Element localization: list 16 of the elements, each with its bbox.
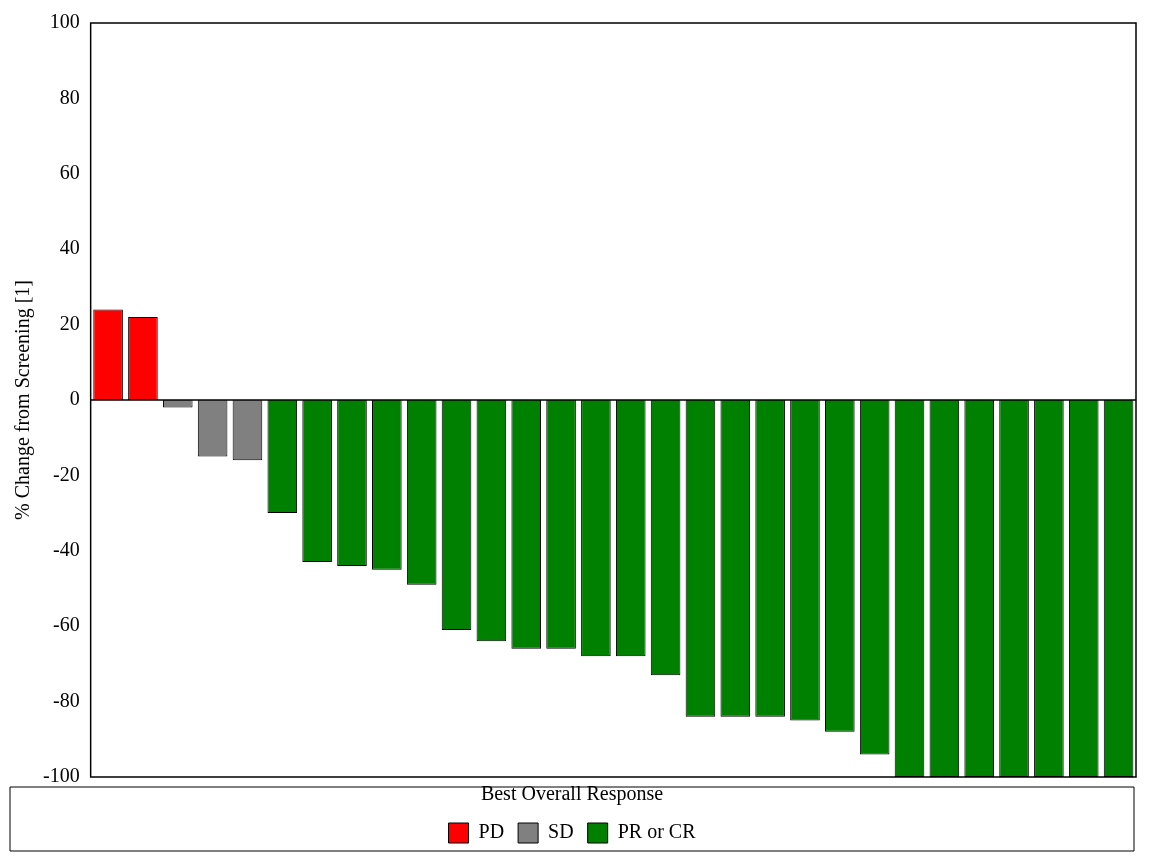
- y-tick-label: -100: [42, 764, 80, 787]
- y-axis-title: % Change from Screening [1]: [11, 280, 35, 520]
- legend-label: SD: [548, 820, 574, 843]
- legend-title: Best Overall Response: [480, 782, 664, 806]
- y-tick-label: -40: [52, 538, 80, 561]
- y-tick-label: 60: [59, 161, 80, 184]
- y-tick-label: 20: [59, 311, 80, 334]
- y-tick-label: 100: [49, 10, 80, 33]
- legend-label: PD: [478, 820, 505, 843]
- y-tick-label: 40: [59, 236, 80, 259]
- y-tick-label: -20: [52, 462, 80, 485]
- y-tick-label: -60: [52, 613, 80, 636]
- y-tick-label: 80: [59, 85, 80, 108]
- legend-label: PR or CR: [617, 820, 697, 843]
- y-tick-label: -80: [52, 688, 80, 711]
- y-tick-label: 0: [69, 387, 80, 410]
